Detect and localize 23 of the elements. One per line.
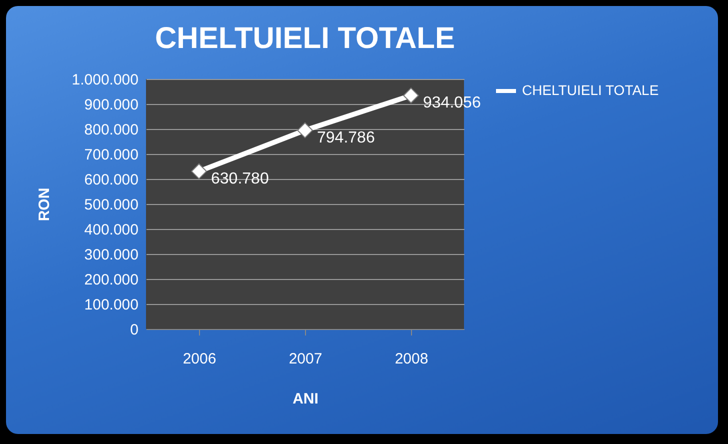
point <box>403 88 419 104</box>
legend-label: CHELTUIELI TOTALE <box>522 82 659 98</box>
y-tick-label: 200.000 <box>84 272 138 288</box>
x-tick-label: 2008 <box>394 350 428 368</box>
y-tick-label: 700.000 <box>84 146 138 164</box>
chart-title: CHELTUIELI TOTALE <box>155 22 455 55</box>
y-tick-label: 500.000 <box>84 196 138 214</box>
y-axis-title: RON <box>36 188 53 222</box>
x-axis-title: ANI <box>292 390 318 408</box>
point <box>297 122 313 138</box>
point <box>191 163 207 180</box>
x-tick-label: 2006 <box>182 350 216 368</box>
data-label: 630.780 <box>211 170 269 188</box>
y-tick-label: 100.000 <box>84 296 138 314</box>
y-tick-label: 400.000 <box>84 222 138 238</box>
data-label: 794.786 <box>317 129 375 146</box>
y-tick-label: 0 <box>130 322 138 338</box>
y-tick-label: 1.000.000 <box>72 72 138 88</box>
y-tick-label: 800.000 <box>84 122 138 138</box>
y-tick-label: 900.000 <box>84 96 138 114</box>
x-tick-label: 2007 <box>288 350 322 368</box>
y-tick-label: 600.000 <box>84 172 138 188</box>
y-tick-label: 300.000 <box>84 246 138 264</box>
